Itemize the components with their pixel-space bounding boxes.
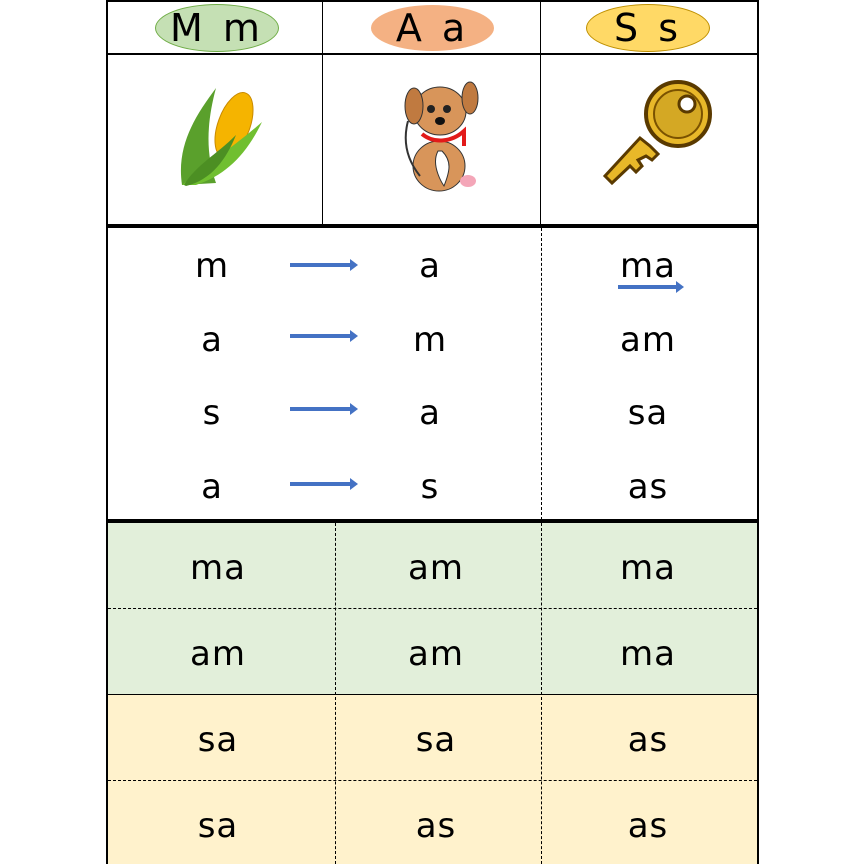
first-letter: a [201,320,223,360]
dog-image [404,81,479,192]
syllable-cell: sa [415,720,457,760]
corn-image [180,88,262,186]
syllable-cell: ma [620,634,676,674]
syllable-cell: ma [620,548,676,588]
letter-oval-a: A a [371,5,494,51]
key-image [602,80,712,186]
letter-table [106,0,758,226]
syllable-cell: as [627,720,669,760]
syllable-cell: am [190,634,246,674]
arrow-icon [618,281,684,293]
second-letter: m [412,320,448,360]
first-letter: a [201,467,223,507]
syllable-cell: am [408,634,464,674]
second-letter: s [420,467,440,507]
arrow-icon [290,403,358,415]
first-letter: s [202,393,222,433]
syllable-cell: sa [197,720,239,760]
arrow-icon [290,259,358,271]
blended-syllable: ma [620,246,676,286]
arrow-icon [290,330,358,342]
arrow-icon [290,478,358,490]
syllable-cell: as [415,806,457,846]
syllable-cell: am [408,548,464,588]
second-letter: a [419,246,441,286]
blended-syllable: am [620,320,676,360]
letter-oval-s: S s [586,4,710,52]
first-letter: m [194,246,230,286]
blended-syllable: as [627,467,669,507]
syllable-cell: sa [197,806,239,846]
syllable-cell: as [627,806,669,846]
practice-grid [108,523,757,864]
blended-syllable: sa [627,393,669,433]
second-letter: a [419,393,441,433]
syllable-cell: ma [190,548,246,588]
letter-oval-m: M m [155,4,279,52]
